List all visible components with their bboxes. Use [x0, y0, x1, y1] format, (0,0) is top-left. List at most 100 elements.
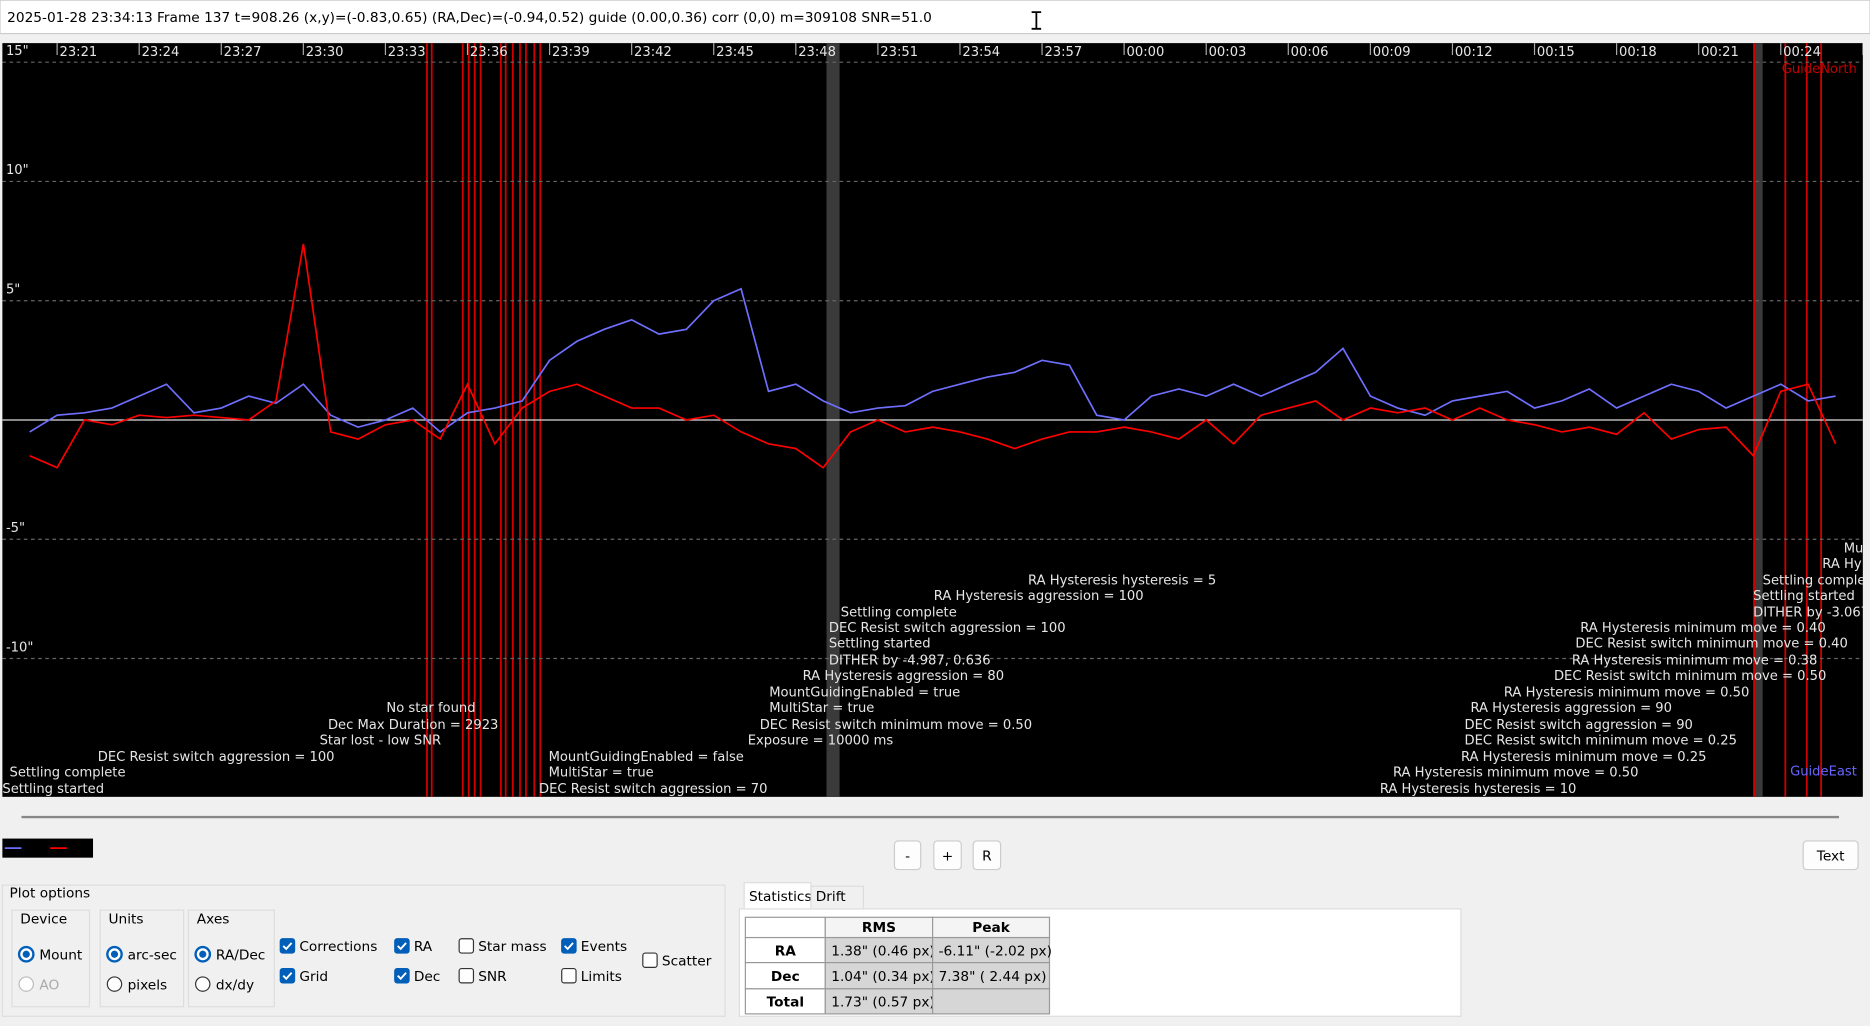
radio-label[interactable]: RA/Dec — [216, 947, 265, 963]
event-label: Star lost - low SNR — [320, 733, 442, 748]
checkbox[interactable] — [279, 967, 296, 984]
button-label[interactable]: R — [982, 848, 992, 864]
cell-value: 1.04" (0.34 px) — [831, 969, 935, 985]
check — [397, 942, 407, 951]
plot-options-frame — [1, 884, 726, 1017]
checkbox[interactable] — [458, 938, 475, 954]
legend — [2, 838, 94, 858]
button[interactable] — [972, 840, 1002, 871]
checkbox[interactable] — [642, 952, 658, 968]
tab[interactable] — [743, 882, 812, 910]
plot: 15" 10" 5" -5" -10" 23:21 23:24 23:27 23:30 23:33… — [2, 43, 1864, 797]
event-label: DEC Resist switch minimum move = 0.40 — [1575, 637, 1847, 652]
checkbox[interactable] — [394, 938, 410, 954]
checkbox[interactable] — [561, 967, 577, 984]
y-tick-label: -10" — [6, 640, 33, 655]
radio-label[interactable]: dx/dy — [216, 977, 254, 993]
checkbox-label[interactable]: RA — [414, 939, 433, 955]
checkbox-label[interactable]: Events — [581, 939, 627, 955]
event-label: RA Hysteresis minimum move = 0.38 — [1572, 653, 1818, 668]
event-label: RA Hysteresis minimum move = 0.50 — [1504, 686, 1750, 701]
event-label: MountGuidingEnabled = false — [549, 750, 744, 765]
controls: - + R Text Device Mount AO Units arc-sec pixels Ax… — [11, 840, 1859, 1015]
status-text: 2025-01-28 23:34:13 Frame 137 t=908.26 (… — [7, 10, 932, 26]
checkbox[interactable] — [394, 967, 410, 984]
button[interactable] — [893, 840, 922, 871]
cell-value: 1.73" (0.57 px) — [831, 995, 935, 1011]
checkbox-label[interactable]: Star mass — [478, 939, 546, 955]
text-cursor — [1031, 11, 1042, 30]
table-cell — [824, 962, 934, 990]
checkbox[interactable] — [279, 938, 296, 954]
event-label: DEC Resist switch aggression = 100 — [98, 750, 335, 765]
plot-options-title: Plot options — [10, 885, 91, 901]
radio — [18, 976, 34, 992]
event-label: RA Hysteresis hysteresis = 5 — [1028, 573, 1216, 588]
table-header-label: Peak — [972, 920, 1011, 936]
checkbox-label[interactable]: SNR — [478, 969, 507, 985]
table-header-label: RMS — [862, 920, 896, 936]
button-label[interactable]: + — [942, 848, 953, 864]
radio[interactable] — [194, 976, 211, 992]
button[interactable] — [1802, 840, 1859, 871]
cell-value: 7.38" ( 2.44 px) — [939, 969, 1047, 985]
radio-label[interactable]: arc-sec — [128, 947, 177, 963]
x-tick-label: 23:21 — [59, 45, 97, 60]
x-tick-label: 23:27 — [224, 45, 262, 60]
button[interactable] — [933, 840, 962, 871]
checkbox-label[interactable]: Corrections — [299, 939, 377, 955]
checkbox-label[interactable]: Scatter — [662, 953, 712, 969]
event-label: MultiStar = true — [549, 765, 654, 780]
event-label: DEC Resist switch aggression = 100 — [829, 621, 1066, 636]
checkbox-label[interactable]: Limits — [581, 969, 622, 985]
series-line — [29, 243, 1837, 469]
y-tick-label: 15" — [6, 44, 29, 59]
event-label: DEC Resist switch minimum move = 0.50 — [1554, 669, 1826, 684]
checkbox[interactable] — [458, 967, 475, 984]
y-tick-label: 5" — [6, 282, 20, 297]
radio-label[interactable]: pixels — [128, 977, 168, 993]
event-label: DITHER by -4.987, 0.636 — [829, 653, 991, 668]
event-label: Settling started — [1753, 589, 1855, 604]
tab-label[interactable]: Drift — [816, 889, 847, 905]
x-tick-label: 00:06 — [1291, 45, 1329, 60]
event-label: RA Hysteresis hysteresis = 10 — [1380, 782, 1577, 797]
series-line — [29, 287, 1836, 433]
legend-label: RA — [21, 841, 40, 857]
table-cell — [824, 988, 934, 1015]
legend-label: Dec — [67, 841, 94, 857]
event-label: Settling complete — [10, 765, 126, 780]
x-tick-label: 23:39 — [552, 45, 590, 60]
event-label: Settling started — [829, 637, 931, 652]
event-label: Exposure = 10000 ms — [748, 733, 894, 748]
cell-value: 1.38" (0.46 px) — [831, 943, 935, 959]
event-label: MultiStar = true — [769, 701, 874, 716]
group-title: Units — [109, 912, 144, 928]
event-label: Mu — [1844, 541, 1864, 556]
checkbox[interactable] — [561, 938, 577, 954]
row-label: Total — [767, 995, 804, 1011]
x-tick-label: 00:15 — [1537, 45, 1575, 60]
checkbox-label[interactable]: Dec — [414, 969, 441, 985]
check — [397, 972, 407, 981]
x-tick-label: 00:00 — [1127, 45, 1165, 60]
group-frame — [11, 909, 91, 1008]
status-bar — [0, 0, 1870, 35]
button-label[interactable]: Text — [1816, 848, 1845, 864]
button-label[interactable]: - — [905, 848, 910, 864]
event-label: DEC Resist switch minimum move = 0.50 — [760, 718, 1032, 733]
check — [564, 942, 574, 951]
x-tick-label: 23:45 — [716, 45, 754, 60]
event-label: Settling started — [2, 782, 104, 797]
event-label: Dec Max Duration = 2923 — [328, 718, 498, 733]
radio-label[interactable]: Mount — [39, 947, 83, 963]
radio[interactable] — [106, 976, 123, 992]
x-tick-label: 00:12 — [1455, 45, 1493, 60]
x-tick-label: 00:18 — [1619, 45, 1657, 60]
checkbox-label[interactable]: Grid — [299, 969, 328, 985]
x-tick-label: 23:57 — [1044, 45, 1082, 60]
tab[interactable] — [810, 885, 865, 910]
event-label: RA Hysteresis minimum move = 0.50 — [1393, 765, 1639, 780]
tab-label[interactable]: Statistics — [749, 889, 812, 905]
x-tick-label: 23:48 — [798, 45, 836, 60]
